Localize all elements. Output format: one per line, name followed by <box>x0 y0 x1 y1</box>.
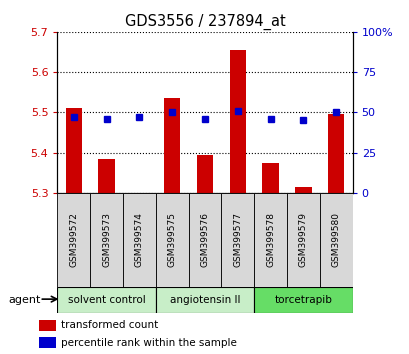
Text: GSM399573: GSM399573 <box>102 212 111 267</box>
Bar <box>262 163 278 193</box>
Bar <box>155 287 254 313</box>
Text: GSM399578: GSM399578 <box>265 212 274 267</box>
Bar <box>39 337 56 348</box>
Bar <box>229 50 245 193</box>
Bar <box>221 193 254 287</box>
Bar <box>319 193 352 287</box>
Bar <box>39 320 56 331</box>
Bar <box>65 108 82 193</box>
Bar <box>123 193 155 287</box>
Text: GSM399572: GSM399572 <box>69 212 78 267</box>
Bar <box>254 287 352 313</box>
Text: GSM399577: GSM399577 <box>233 212 242 267</box>
Text: GDS3556 / 237894_at: GDS3556 / 237894_at <box>124 14 285 30</box>
Bar <box>90 193 123 287</box>
Text: angiotensin II: angiotensin II <box>169 295 240 305</box>
Text: torcetrapib: torcetrapib <box>274 295 332 305</box>
Text: percentile rank within the sample: percentile rank within the sample <box>61 338 236 348</box>
Bar <box>155 193 188 287</box>
Text: GSM399574: GSM399574 <box>135 212 144 267</box>
Bar <box>254 193 286 287</box>
Bar <box>98 159 115 193</box>
Text: transformed count: transformed count <box>61 320 158 330</box>
Bar <box>286 193 319 287</box>
Bar <box>294 187 311 193</box>
Text: GSM399579: GSM399579 <box>298 212 307 267</box>
Bar <box>188 193 221 287</box>
Text: solvent control: solvent control <box>67 295 145 305</box>
Text: agent: agent <box>8 295 40 305</box>
Bar <box>196 155 213 193</box>
Bar <box>164 98 180 193</box>
Bar <box>57 193 90 287</box>
Bar <box>57 287 155 313</box>
Bar <box>327 114 344 193</box>
Text: GSM399576: GSM399576 <box>200 212 209 267</box>
Text: GSM399580: GSM399580 <box>331 212 340 267</box>
Text: GSM399575: GSM399575 <box>167 212 176 267</box>
